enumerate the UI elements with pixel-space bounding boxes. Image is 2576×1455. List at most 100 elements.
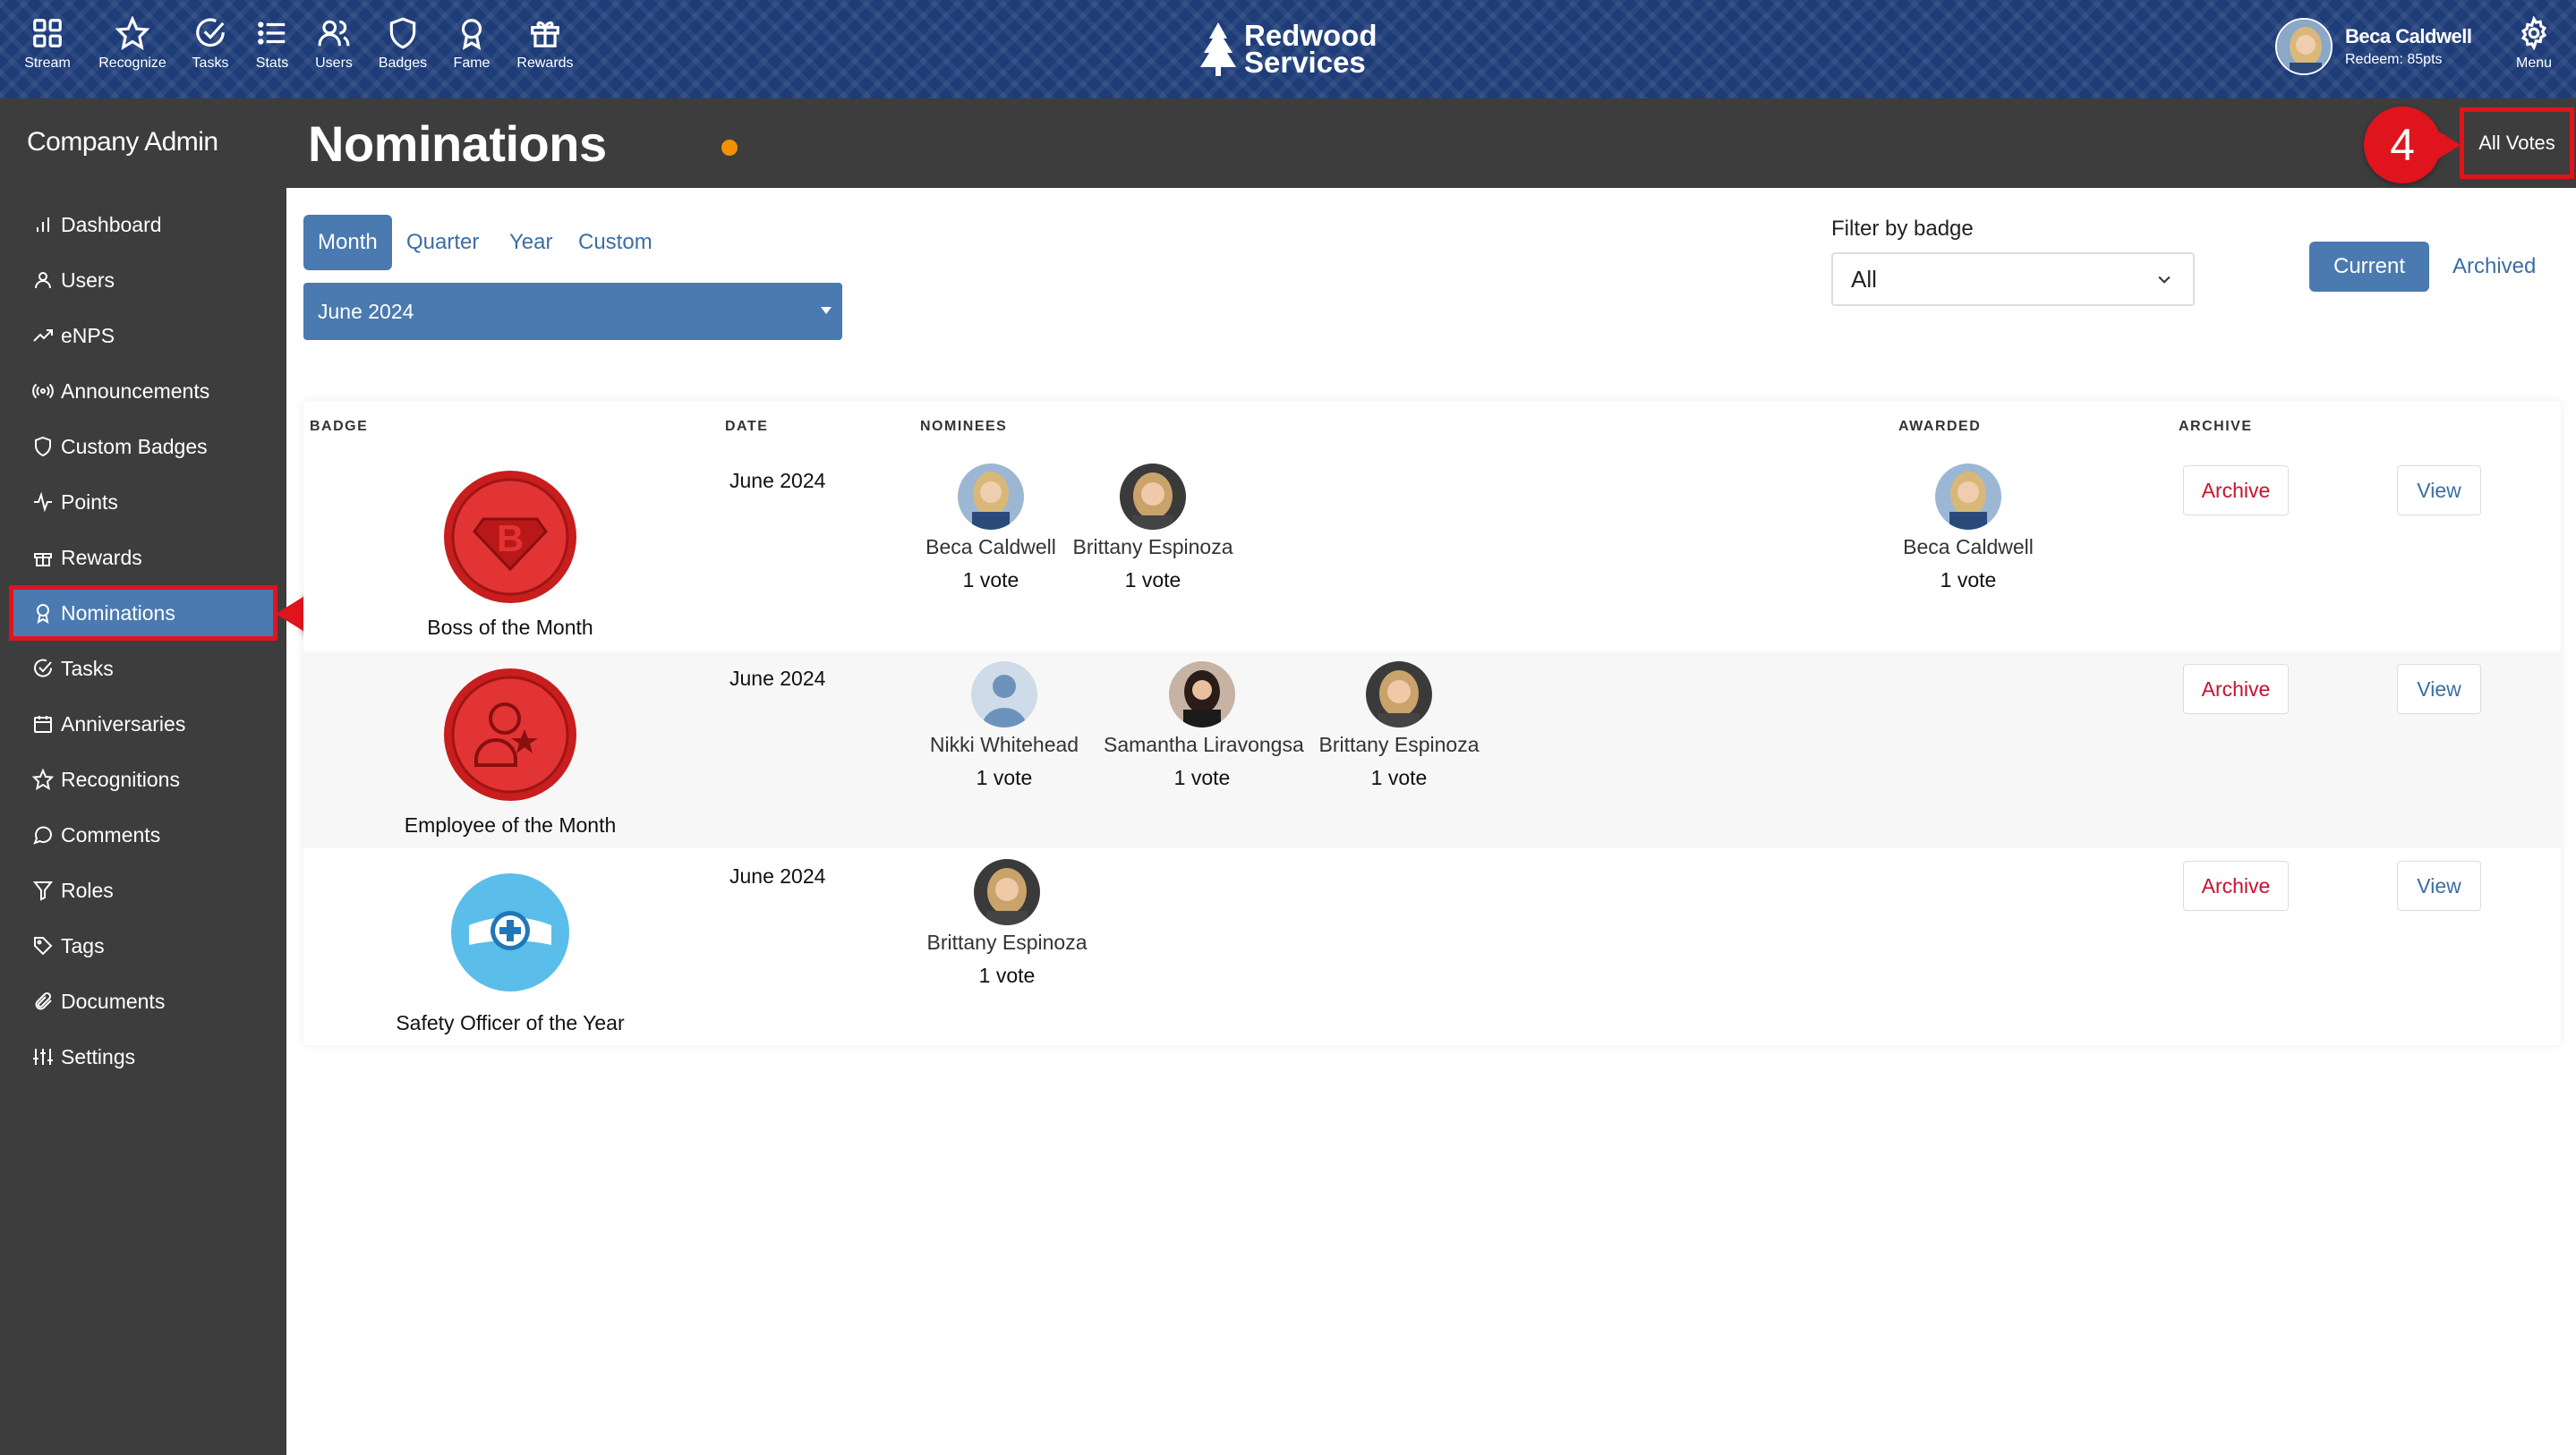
star-icon: [32, 769, 54, 790]
sidebar-item-label: Tasks: [61, 656, 114, 680]
activity-icon: [34, 491, 52, 513]
profile-name: Beca Caldwell: [2345, 25, 2472, 47]
check-circle-icon: [196, 18, 225, 47]
column-header-nominees: NOMINEES: [920, 419, 1008, 434]
archived-button[interactable]: Archived: [2452, 254, 2537, 278]
nav-stats[interactable]: Stats: [232, 16, 312, 72]
status-dot: [721, 140, 738, 156]
tab-custom[interactable]: Custom: [578, 230, 653, 254]
brand-name-line1: Redwood: [1244, 19, 1378, 52]
nominee-votes: 1 vote: [976, 766, 1033, 789]
sidebar-item-label: Recognitions: [61, 767, 180, 791]
avatar: [1120, 464, 1186, 530]
admin-sidebar: Company Admin Dashboard Users eNPS Annou…: [0, 98, 286, 1455]
gear-icon: [2521, 16, 2547, 50]
sidebar-item-comments[interactable]: Comments: [13, 811, 274, 859]
month-select-value: June 2024: [318, 299, 414, 323]
nav-label: Recognize: [98, 55, 166, 71]
nav-rewards[interactable]: Rewards: [505, 16, 585, 72]
nominee-name: Brittany Espinoza: [926, 931, 1088, 954]
sidebar-item-nominations[interactable]: Nominations: [9, 585, 277, 641]
badge-name: Boss of the Month: [427, 616, 593, 639]
column-header-awarded: AWARDED: [1898, 419, 1982, 434]
sidebar-item-tasks[interactable]: Tasks: [13, 644, 274, 693]
nominee: Nikki Whitehead 1 vote: [906, 661, 1103, 790]
award-icon: [461, 19, 482, 50]
sidebar-item-label: Custom Badges: [61, 434, 208, 458]
avatar: [2275, 18, 2333, 75]
gift-icon: [531, 21, 559, 47]
nav-label: Users: [315, 55, 353, 71]
date-cell: June 2024: [729, 864, 826, 888]
column-header-date: DATE: [725, 419, 769, 434]
star-icon: [115, 16, 149, 50]
nav-label: Stream: [24, 55, 71, 71]
step-callout-4: 4: [2364, 106, 2461, 183]
trend-icon: [33, 329, 53, 342]
sliders-icon: [33, 1049, 53, 1065]
nav-badges[interactable]: Badges: [363, 16, 443, 72]
sidebar-item-label: Dashboard: [61, 212, 162, 236]
shield-icon: [389, 17, 416, 49]
tab-quarter[interactable]: Quarter: [406, 230, 480, 254]
nominee-votes: 1 vote: [1370, 766, 1428, 789]
sidebar-item-dashboard[interactable]: Dashboard: [13, 200, 274, 249]
user-profile[interactable]: Beca Caldwell Redeem: 85pts: [2275, 18, 2472, 75]
tag-icon: [34, 937, 53, 956]
nominee-name: Brittany Espinoza: [1072, 535, 1233, 558]
comment-icon: [33, 826, 53, 845]
brand-name-line2: Services: [1244, 46, 1366, 79]
sidebar-item-users[interactable]: Users: [13, 256, 274, 304]
award-icon: [37, 604, 49, 624]
menu-button[interactable]: Menu: [2494, 16, 2574, 72]
column-header-badge: BADGE: [310, 419, 369, 434]
sidebar-item-custom-badges[interactable]: Custom Badges: [13, 422, 274, 471]
nav-label: Fame: [453, 55, 490, 71]
date-cell: June 2024: [729, 667, 826, 690]
nav-stream[interactable]: Stream: [7, 16, 88, 72]
sidebar-item-points[interactable]: Points: [13, 478, 274, 526]
nav-recognize[interactable]: Recognize: [92, 16, 173, 72]
archive-button[interactable]: Archive: [2183, 465, 2289, 515]
nav-label: Rewards: [516, 55, 574, 71]
avatar: [974, 859, 1040, 925]
badge-name: Employee of the Month: [404, 813, 617, 837]
nav-tasks[interactable]: Tasks: [170, 16, 251, 72]
sidebar-item-label: eNPS: [61, 323, 115, 347]
sidebar-item-roles[interactable]: Roles: [13, 866, 274, 915]
month-select[interactable]: June 2024: [303, 283, 842, 340]
sidebar-item-rewards[interactable]: Rewards: [13, 533, 274, 582]
awarded-name: Beca Caldwell: [1903, 535, 2034, 558]
nominee-votes: 1 vote: [978, 964, 1036, 987]
sidebar-item-recognitions[interactable]: Recognitions: [13, 755, 274, 804]
nominee-votes: 1 vote: [1173, 766, 1231, 789]
badge-filter-select[interactable]: All: [1831, 252, 2195, 306]
sidebar-item-documents[interactable]: Documents: [13, 977, 274, 1025]
sidebar-item-anniversaries[interactable]: Anniversaries: [13, 700, 274, 748]
filter-icon: [32, 881, 54, 901]
shield-icon: [35, 436, 51, 457]
nav-fame[interactable]: Fame: [431, 16, 512, 72]
nav-label: Tasks: [192, 55, 229, 71]
sidebar-item-tags[interactable]: Tags: [13, 922, 274, 970]
view-button[interactable]: View: [2397, 664, 2481, 714]
archive-button[interactable]: Archive: [2183, 861, 2289, 911]
nominee: Brittany Espinoza 1 vote: [1054, 464, 1251, 592]
view-button[interactable]: View: [2397, 861, 2481, 911]
sidebar-item-label: Points: [61, 489, 118, 514]
sidebar-item-announcements[interactable]: Announcements: [13, 367, 274, 415]
bar-chart-icon: [37, 217, 49, 232]
sidebar-item-enps[interactable]: eNPS: [13, 311, 274, 360]
sidebar-item-label: Rewards: [61, 545, 142, 569]
view-button[interactable]: View: [2397, 465, 2481, 515]
archive-button[interactable]: Archive: [2183, 664, 2289, 714]
current-button[interactable]: Current: [2309, 242, 2429, 292]
brand-logo[interactable]: Redwood Services: [1199, 18, 1377, 81]
paperclip-icon: [35, 991, 52, 1010]
sidebar-item-settings[interactable]: Settings: [13, 1033, 274, 1081]
nav-users[interactable]: Users: [294, 16, 374, 72]
tab-year[interactable]: Year: [509, 230, 553, 254]
nominee-name: Brittany Espinoza: [1318, 733, 1480, 756]
all-votes-button[interactable]: All Votes: [2460, 107, 2574, 179]
tab-month[interactable]: Month: [303, 215, 392, 270]
